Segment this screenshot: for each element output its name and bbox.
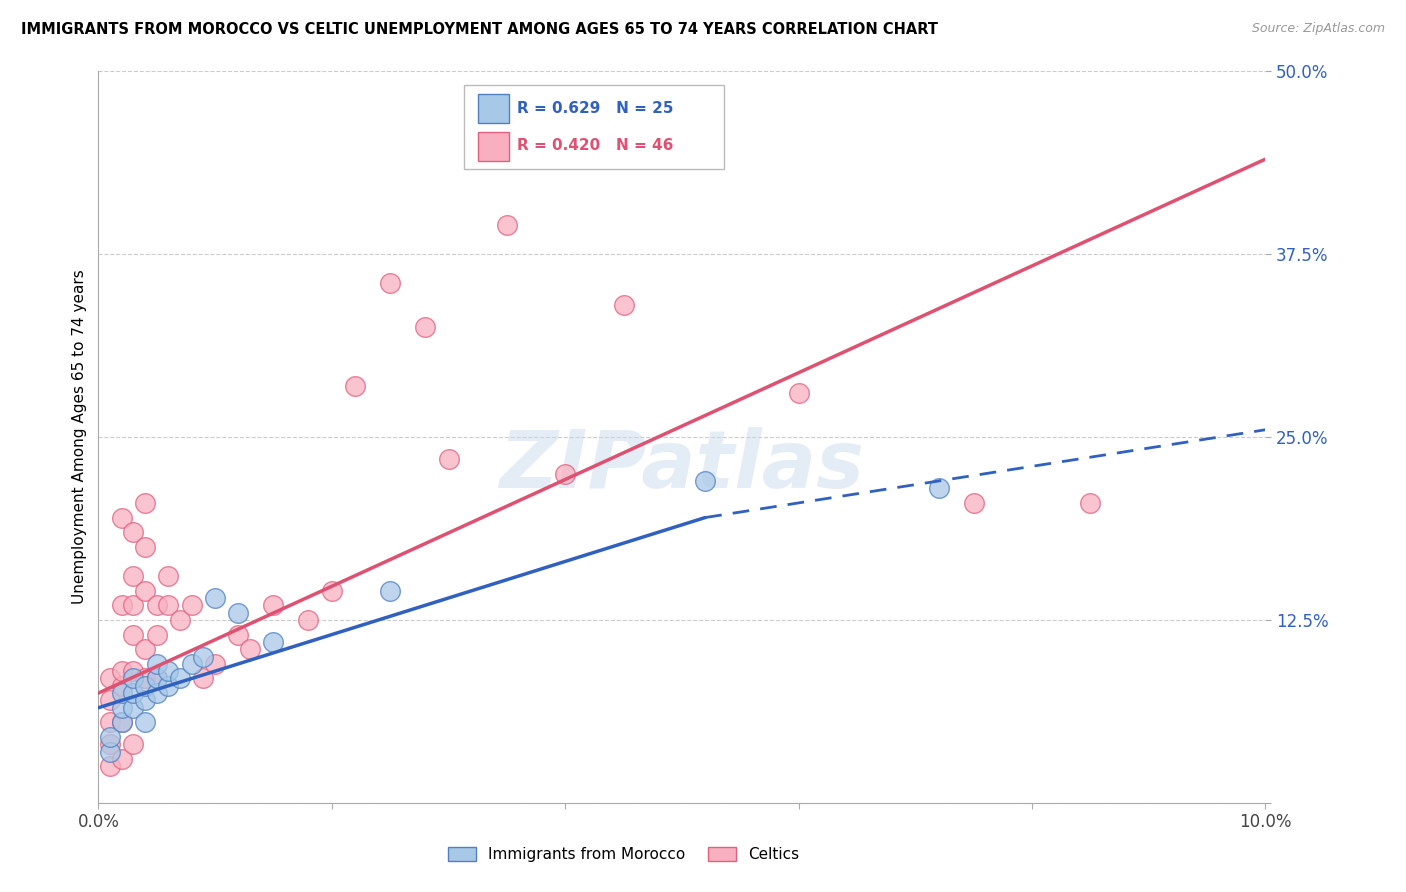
Text: ZIPatlas: ZIPatlas [499, 427, 865, 506]
Point [98, 693, 121, 707]
Point [111, 686, 134, 700]
Point [98, 737, 121, 751]
Point [122, 700, 145, 714]
Point [787, 386, 810, 401]
Point [239, 642, 262, 657]
Point [321, 583, 343, 598]
Point [98, 730, 121, 744]
Point [98, 759, 121, 773]
Point [157, 569, 180, 583]
Point [413, 320, 436, 334]
Point [111, 599, 134, 613]
Point [134, 693, 156, 707]
Point [122, 599, 145, 613]
Point [122, 737, 145, 751]
Point [204, 657, 226, 671]
Point [157, 679, 180, 693]
Point [612, 298, 634, 312]
Point [134, 540, 156, 554]
Point [228, 606, 250, 620]
Point [146, 627, 169, 641]
Point [204, 591, 226, 605]
Point [695, 474, 717, 488]
Point [111, 752, 134, 766]
Point [146, 657, 169, 671]
Point [122, 672, 145, 686]
Point [134, 583, 156, 598]
Point [169, 613, 191, 627]
Point [134, 642, 156, 657]
Point [134, 672, 156, 686]
Point [111, 715, 134, 730]
Point [111, 715, 134, 730]
Point [146, 686, 169, 700]
Y-axis label: Unemployment Among Ages 65 to 74 years: Unemployment Among Ages 65 to 74 years [72, 269, 87, 605]
Point [554, 467, 576, 481]
Point [122, 627, 145, 641]
Point [146, 599, 169, 613]
Point [262, 599, 284, 613]
Point [262, 635, 284, 649]
Text: IMMIGRANTS FROM MOROCCO VS CELTIC UNEMPLOYMENT AMONG AGES 65 TO 74 YEARS CORRELA: IMMIGRANTS FROM MOROCCO VS CELTIC UNEMPL… [21, 22, 938, 37]
Point [122, 664, 145, 678]
Point [962, 496, 984, 510]
Point [98, 672, 121, 686]
Text: R = 0.420   N = 46: R = 0.420 N = 46 [517, 138, 673, 153]
Point [111, 510, 134, 524]
Point [111, 700, 134, 714]
Text: Source: ZipAtlas.com: Source: ZipAtlas.com [1251, 22, 1385, 36]
Point [380, 277, 402, 291]
Point [228, 627, 250, 641]
Point [193, 672, 215, 686]
Point [146, 672, 169, 686]
Point [169, 672, 191, 686]
Point [111, 664, 134, 678]
Point [1080, 496, 1102, 510]
Point [180, 657, 202, 671]
Point [122, 525, 145, 540]
Point [134, 715, 156, 730]
Point [98, 745, 121, 759]
Point [111, 679, 134, 693]
Point [134, 679, 156, 693]
Point [928, 481, 950, 495]
Point [146, 672, 169, 686]
Point [157, 664, 180, 678]
Point [122, 686, 145, 700]
Point [437, 452, 460, 467]
Point [122, 569, 145, 583]
Text: R = 0.629   N = 25: R = 0.629 N = 25 [517, 101, 673, 116]
Point [134, 496, 156, 510]
Point [297, 613, 319, 627]
Point [496, 218, 519, 232]
Point [157, 599, 180, 613]
Point [380, 583, 402, 598]
Point [193, 649, 215, 664]
Point [344, 379, 367, 393]
Point [180, 599, 202, 613]
Legend: Immigrants from Morocco, Celtics: Immigrants from Morocco, Celtics [441, 841, 806, 868]
Point [98, 715, 121, 730]
